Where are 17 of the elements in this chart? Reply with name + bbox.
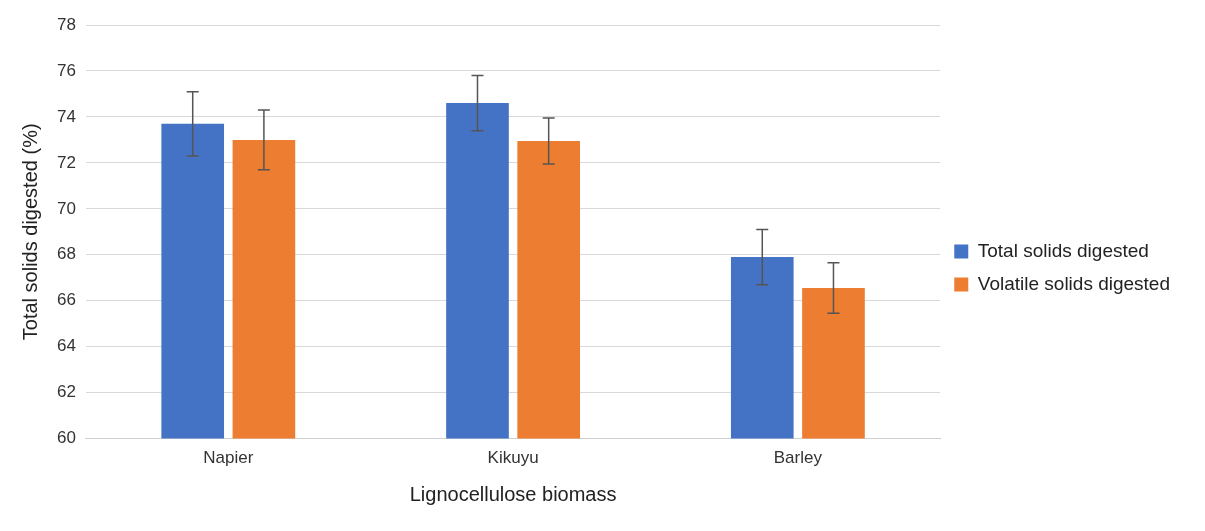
- legend-label: Total solids digested: [977, 239, 1149, 261]
- y-tick-label: 60: [56, 428, 76, 448]
- y-tick-label: 64: [56, 336, 76, 356]
- x-axis-title: Lignocellulose biomass: [409, 482, 617, 505]
- y-tick-label: 62: [56, 382, 76, 402]
- y-tick-label: 72: [56, 152, 76, 172]
- x-tick-label: Barley: [773, 448, 823, 468]
- legend-label: Volatile solids digested: [977, 272, 1171, 294]
- y-axis-title: Total solids digested (%): [18, 123, 41, 341]
- y-tick-label: 66: [56, 290, 76, 310]
- y-tick-label: 68: [56, 244, 76, 264]
- y-tick-label: 70: [56, 198, 76, 218]
- x-tick-label: Kikuyu: [487, 448, 539, 468]
- y-tick-label: 74: [56, 106, 76, 126]
- y-tick-label: 78: [56, 14, 76, 34]
- y-tick-label: 76: [56, 60, 76, 80]
- x-tick-label: Napier: [203, 448, 254, 468]
